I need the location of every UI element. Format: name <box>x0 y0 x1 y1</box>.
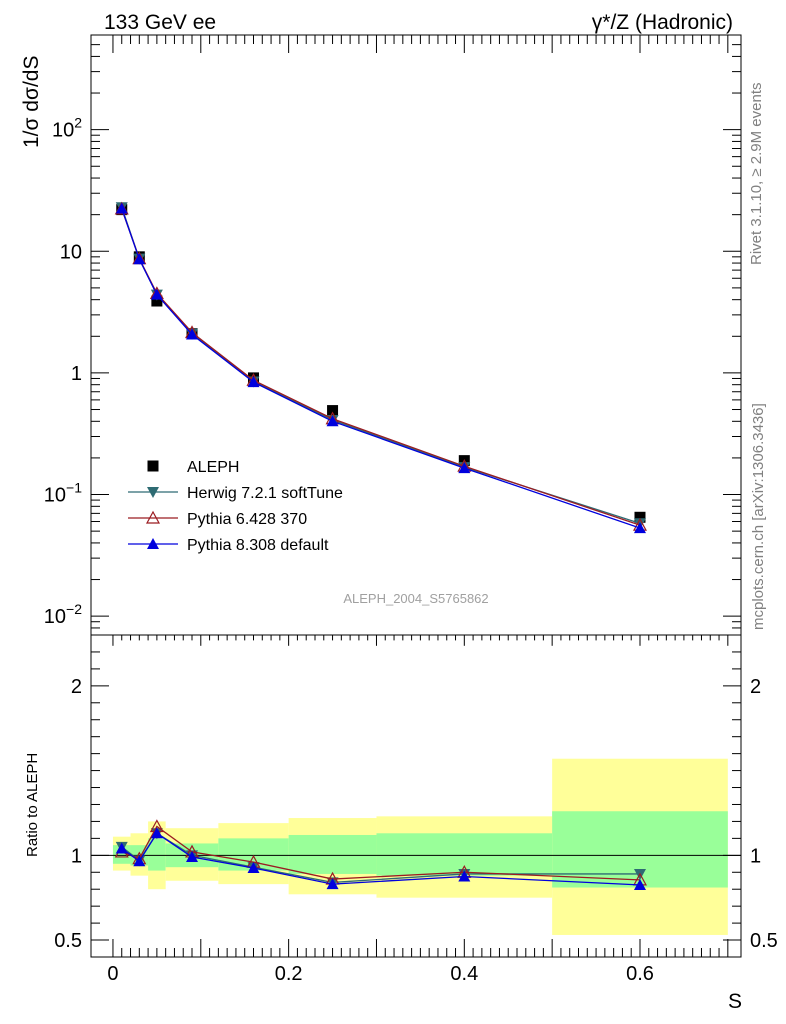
main-series <box>114 201 647 534</box>
data-point <box>634 511 646 523</box>
x-tick-label: 0.4 <box>450 963 478 985</box>
main-y-tick-label: 10 <box>60 241 82 263</box>
ratio-series-line <box>121 825 641 881</box>
rivet-label: Rivet 3.1.10, ≥ 2.9M events <box>748 83 765 266</box>
main-y-tick-label: 10−1 <box>44 480 82 507</box>
ratio-series <box>114 819 647 890</box>
legend: ALEPH Herwig 7.2.1 softTune Pythia 6.428 3… <box>128 459 343 554</box>
ratio-y-axis-label: Ratio to ALEPH <box>24 753 41 857</box>
ratio-band-inner <box>376 833 553 876</box>
ratio-band-inner <box>148 838 166 871</box>
legend-label: Pythia 8.308 default <box>187 537 329 554</box>
ratio-y-tick-label: 1 <box>71 845 82 867</box>
header-right-title: γ*/Z (Hadronic) <box>592 11 733 34</box>
ratio-bands <box>112 758 728 935</box>
ratio-point <box>133 855 146 867</box>
main-y-axis-label: 1/σ dσ/dS <box>20 56 43 148</box>
mc-point <box>633 522 646 534</box>
ratio-point <box>458 870 471 882</box>
ratio-frame <box>90 634 742 958</box>
data-point <box>151 295 163 307</box>
legend-marker <box>145 510 161 524</box>
mc-point <box>186 328 199 340</box>
legend-marker <box>147 538 159 549</box>
ratio-point <box>186 851 199 863</box>
data-point <box>327 405 339 417</box>
x-axis-label: S <box>728 990 742 1013</box>
main-y-tick-label: 102 <box>52 115 82 142</box>
mcplots-label: mcplots.cern.ch [arXiv:1306.3436] <box>750 403 767 630</box>
mc-point <box>150 288 163 300</box>
ratio-y-tick-label-right: 0.5 <box>750 930 778 952</box>
mc-point <box>458 462 471 474</box>
legend-marker <box>147 460 159 472</box>
mc-point <box>326 415 339 427</box>
axes: 10−2 10−1 1 10 102 0 0.2 0.4 0.6 0.5 0.5 1 1 2 2 <box>44 34 778 985</box>
x-tick-label: 0 <box>107 963 118 985</box>
ratio-point <box>633 878 646 890</box>
ratio-point <box>150 827 163 839</box>
legend-marker <box>147 487 159 498</box>
ratio-y-tick-label: 0.5 <box>54 930 82 952</box>
ratio-y-tick-label-right: 1 <box>750 845 761 867</box>
mc-point <box>115 202 128 214</box>
ratio-point <box>115 842 128 854</box>
mc-point <box>133 253 146 265</box>
series-line <box>121 208 641 529</box>
legend-label: ALEPH <box>187 459 239 476</box>
main-y-tick-label: 1 <box>71 363 82 385</box>
ratio-band-inner <box>288 834 377 874</box>
x-tick-label: 0.6 <box>626 963 654 985</box>
legend-label: Pythia 6.428 370 <box>187 511 307 528</box>
legend-label: Herwig 7.2.1 softTune <box>187 485 343 502</box>
x-tick-label: 0.2 <box>275 963 303 985</box>
ratio-point <box>326 878 339 890</box>
ratio-series-line <box>121 832 641 886</box>
header-left-title: 133 GeV ee <box>104 11 216 34</box>
main-y-tick-label: 10−2 <box>44 601 82 628</box>
ratio-point <box>247 862 260 874</box>
ratio-y-tick-label: 2 <box>71 676 82 698</box>
analysis-label: ALEPH_2004_S5765862 <box>343 591 488 606</box>
ratio-y-tick-label-right: 2 <box>750 676 761 698</box>
mc-point <box>247 376 260 388</box>
